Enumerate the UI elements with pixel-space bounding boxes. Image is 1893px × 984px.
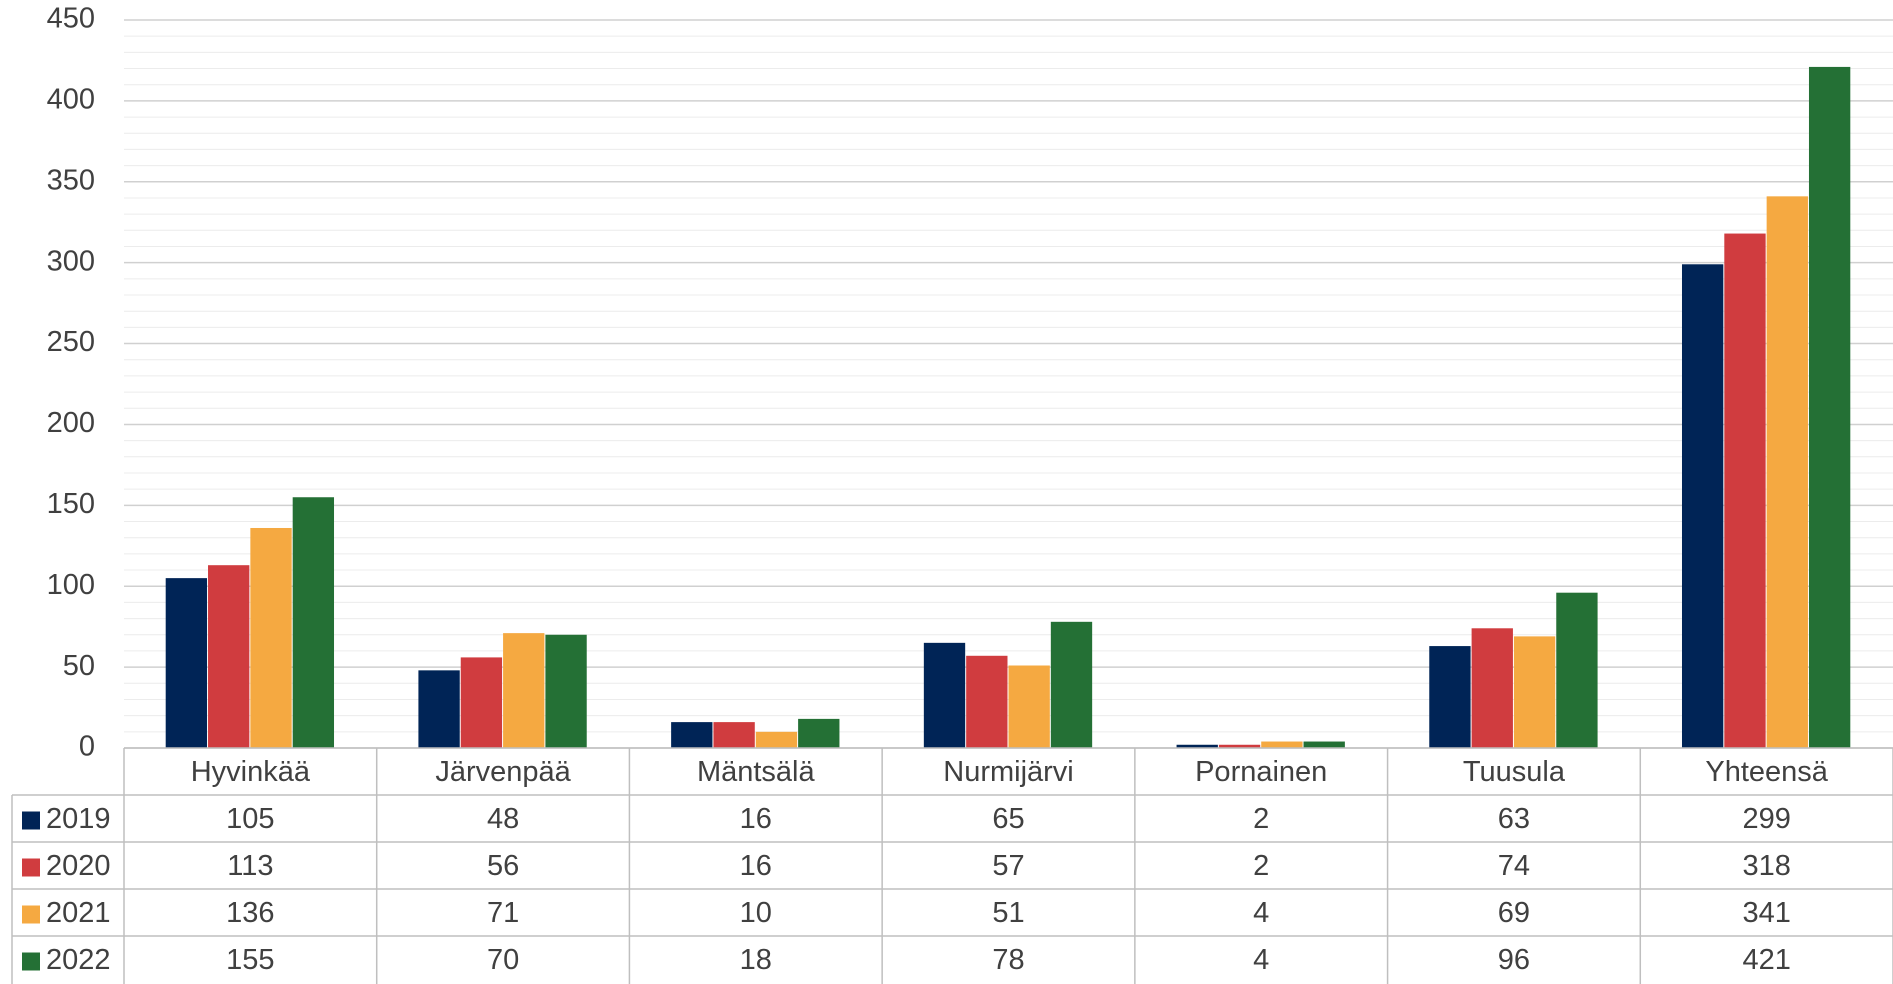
table-cell: 71 xyxy=(487,897,519,929)
y-tick-label: 300 xyxy=(47,245,95,277)
x-tick-label: Tuusula xyxy=(1463,756,1566,788)
bar xyxy=(1176,744,1218,748)
bar xyxy=(1513,636,1556,748)
table-cell: 16 xyxy=(740,850,772,882)
bar xyxy=(503,633,545,748)
table-cell: 113 xyxy=(227,850,273,882)
legend-label: 2020 xyxy=(46,850,111,882)
x-tick-label: Järvenpää xyxy=(435,756,571,788)
bar xyxy=(1050,621,1093,748)
legend-swatch xyxy=(22,811,40,830)
table-cell: 155 xyxy=(226,944,274,976)
y-tick-label: 450 xyxy=(47,3,95,35)
table-cell: 69 xyxy=(1498,897,1530,929)
bar xyxy=(292,497,335,748)
legend-label: 2019 xyxy=(46,803,111,835)
y-tick-label: 200 xyxy=(47,407,95,439)
table-cell: 136 xyxy=(226,897,274,929)
y-tick-label: 50 xyxy=(63,650,95,682)
bar xyxy=(460,657,503,748)
legend-swatch xyxy=(22,905,40,924)
table-cell: 4 xyxy=(1253,897,1269,929)
bar xyxy=(1808,66,1851,749)
table-cell: 63 xyxy=(1498,803,1530,835)
table-cell: 105 xyxy=(226,803,274,835)
bar xyxy=(1261,741,1303,748)
y-tick-label: 0 xyxy=(79,731,95,763)
table-cell: 10 xyxy=(740,897,772,929)
y-tick-label: 400 xyxy=(47,84,95,116)
table-cell: 56 xyxy=(487,850,519,882)
bar xyxy=(1008,665,1050,748)
bar xyxy=(798,718,840,748)
bar xyxy=(1766,196,1808,749)
bar xyxy=(1556,592,1598,748)
bar xyxy=(1471,628,1513,748)
bar xyxy=(1303,741,1345,748)
legend-label: 2021 xyxy=(46,897,111,929)
bar xyxy=(545,634,587,748)
x-tick-label: Yhteensä xyxy=(1705,756,1828,788)
bar xyxy=(208,565,250,748)
table-cell: 65 xyxy=(992,803,1024,835)
table-cell: 421 xyxy=(1742,944,1790,976)
table-cell: 318 xyxy=(1742,850,1790,882)
bar xyxy=(966,655,1008,748)
y-tick-label: 100 xyxy=(47,569,95,601)
bar xyxy=(713,722,755,748)
bar xyxy=(250,527,292,748)
bar xyxy=(1681,264,1724,748)
x-tick-label: Nurmijärvi xyxy=(943,756,1074,788)
table-cell: 74 xyxy=(1498,850,1530,882)
bar xyxy=(418,670,460,748)
table-cell: 299 xyxy=(1742,803,1790,835)
y-tick-label: 350 xyxy=(47,164,95,196)
table-cell: 4 xyxy=(1253,944,1269,976)
legend-swatch xyxy=(22,858,40,877)
table-cell: 51 xyxy=(992,897,1024,929)
y-tick-label: 150 xyxy=(47,488,95,520)
table-cell: 57 xyxy=(992,850,1024,882)
bar xyxy=(1218,744,1261,748)
table-cell: 78 xyxy=(992,944,1024,976)
y-tick-label: 250 xyxy=(47,326,95,358)
table-cell: 18 xyxy=(740,944,772,976)
bar xyxy=(671,722,713,748)
table-cell: 70 xyxy=(487,944,519,976)
bar xyxy=(1724,233,1766,749)
table-cell: 48 xyxy=(487,803,519,835)
x-tick-label: Hyvinkää xyxy=(191,756,311,788)
table-cell: 96 xyxy=(1498,944,1530,976)
legend-label: 2022 xyxy=(46,944,111,976)
bar xyxy=(923,642,966,748)
x-tick-label: Pornainen xyxy=(1195,756,1327,788)
legend-swatch xyxy=(22,952,40,971)
bar xyxy=(165,578,208,748)
table-cell: 341 xyxy=(1742,897,1790,929)
table-cell: 16 xyxy=(740,803,772,835)
bar xyxy=(755,731,798,748)
bar xyxy=(1429,646,1471,748)
table-cell: 2 xyxy=(1253,803,1269,835)
x-tick-label: Mäntsälä xyxy=(697,756,816,788)
table-cell: 2 xyxy=(1253,850,1269,882)
